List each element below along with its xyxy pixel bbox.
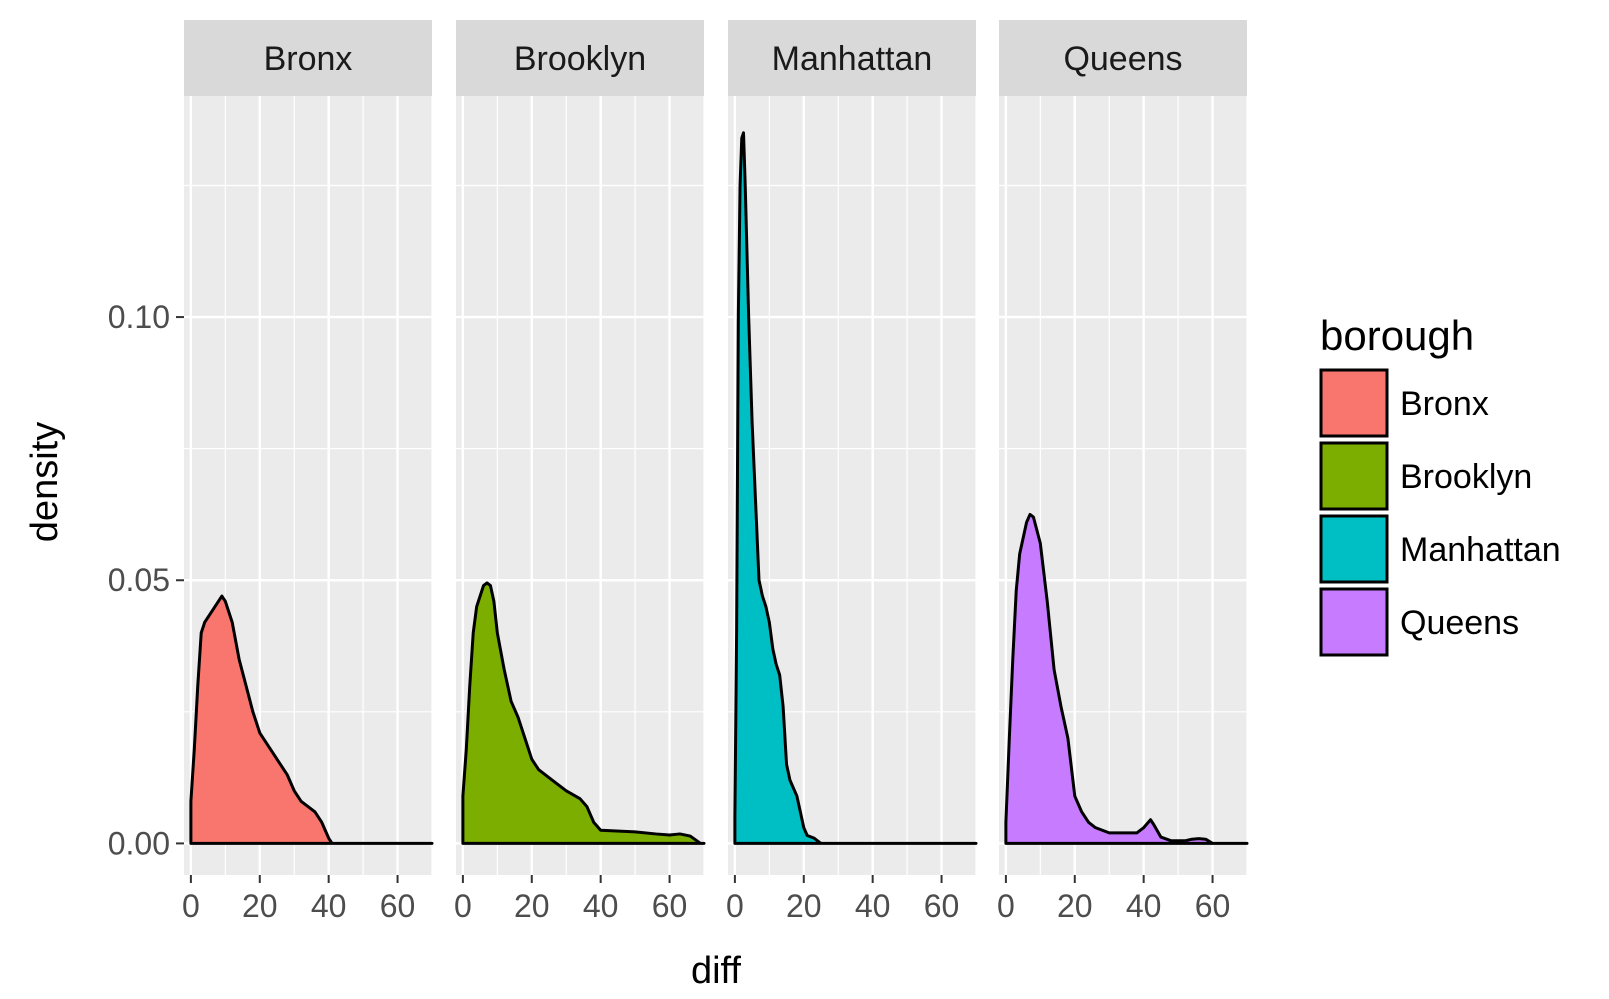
legend-label: Brooklyn — [1400, 458, 1532, 496]
legend-label: Manhattan — [1400, 531, 1561, 569]
x-tick-label: 20 — [786, 888, 822, 924]
panel-bronx: Bronx — [184, 20, 434, 875]
strip-queens — [999, 20, 1247, 96]
x-axis-title: diff — [691, 950, 741, 992]
y-axis-title: density — [24, 422, 66, 542]
legend-item-brooklyn: Brooklyn — [1319, 441, 1532, 511]
legend-item-queens: Queens — [1319, 587, 1519, 657]
y-tick-label: 0.00 — [108, 825, 170, 861]
strip-brooklyn — [456, 20, 704, 96]
panel-brooklyn: Brooklyn — [456, 20, 706, 875]
strip-label-brooklyn: Brooklyn — [514, 40, 646, 78]
x-axis-bronx: 0 20 40 60 — [182, 875, 415, 924]
x-tick-label: 40 — [583, 888, 619, 924]
density-area-brooklyn — [461, 581, 706, 845]
legend-item-bronx: Bronx — [1319, 368, 1489, 438]
legend-label: Queens — [1400, 604, 1519, 642]
panel-queens: Queens — [999, 20, 1249, 875]
x-tick-label: 20 — [514, 888, 550, 924]
x-tick-label: 60 — [380, 888, 416, 924]
x-tick-label: 60 — [1195, 888, 1231, 924]
y-axis: 0.00 0.05 0.10 — [108, 299, 184, 861]
density-area-manhattan — [733, 131, 978, 845]
strip-label-queens: Queens — [1063, 40, 1182, 78]
x-tick-label: 40 — [311, 888, 347, 924]
x-tick-label: 40 — [855, 888, 891, 924]
x-tick-label: 0 — [726, 888, 744, 924]
legend-key — [1319, 441, 1389, 511]
x-tick-label: 60 — [924, 888, 960, 924]
x-tick-label: 0 — [182, 888, 200, 924]
strip-bronx — [184, 20, 432, 96]
legend-key — [1319, 514, 1389, 584]
legend-item-manhattan: Manhattan — [1319, 514, 1561, 584]
density-area-bronx — [189, 594, 434, 845]
y-tick-label: 0.10 — [108, 299, 170, 335]
density-area-queens — [1004, 512, 1249, 845]
legend-title: borough — [1320, 312, 1474, 359]
x-axis-queens: 0 20 40 60 — [997, 875, 1230, 924]
legend-key — [1319, 368, 1389, 438]
y-tick-label: 0.05 — [108, 562, 170, 598]
strip-manhattan — [728, 20, 976, 96]
legend: borough Bronx Brooklyn Manhattan Queens — [1319, 312, 1561, 657]
x-tick-label: 40 — [1126, 888, 1162, 924]
strip-label-bronx: Bronx — [264, 40, 353, 78]
x-tick-label: 0 — [454, 888, 472, 924]
legend-label: Bronx — [1400, 385, 1489, 423]
x-axes: 0 20 40 60 0 20 40 60 0 20 40 60 0 20 40 60 — [182, 875, 1230, 924]
x-axis-manhattan: 0 20 40 60 — [726, 875, 959, 924]
strip-label-manhattan: Manhattan — [772, 40, 933, 78]
x-tick-label: 60 — [652, 888, 688, 924]
x-tick-label: 20 — [1057, 888, 1093, 924]
panel-manhattan: Manhattan — [728, 20, 978, 875]
facet-panels: Bronx Brooklyn Manhattan Queens — [184, 20, 1249, 875]
x-tick-label: 20 — [242, 888, 278, 924]
x-axis-brooklyn: 0 20 40 60 — [454, 875, 687, 924]
x-tick-label: 0 — [997, 888, 1015, 924]
legend-key — [1319, 587, 1389, 657]
